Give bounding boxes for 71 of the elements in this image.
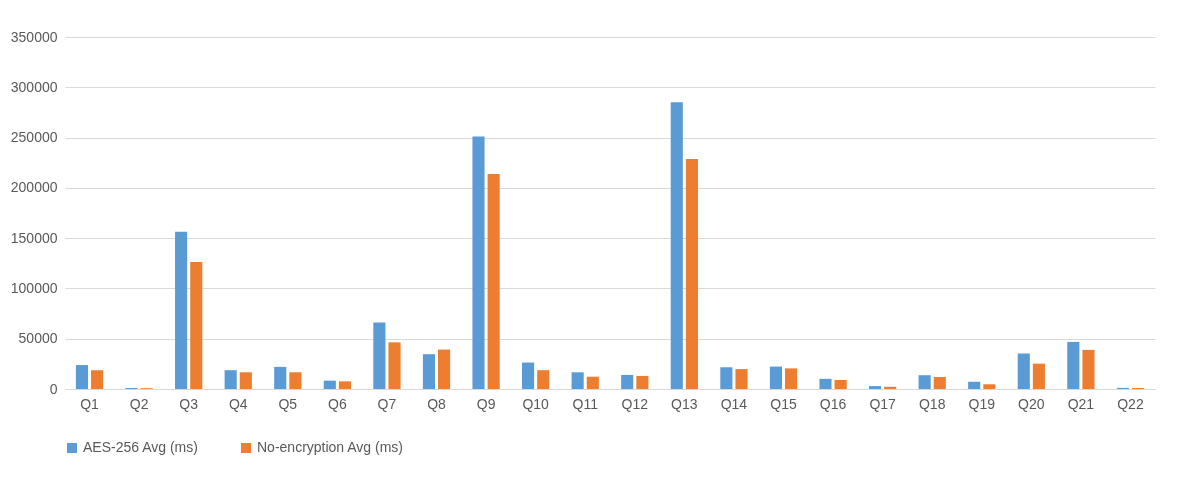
bar (373, 322, 386, 389)
x-tick-label: Q4 (228, 395, 248, 412)
bar (522, 362, 535, 389)
x-tick-label: Q1 (80, 395, 100, 412)
bar (621, 374, 634, 389)
x-tick-label: Q18 (918, 395, 946, 412)
bar (868, 386, 882, 389)
bar (75, 365, 89, 389)
x-tick-label: Q10 (522, 395, 550, 412)
bar (586, 376, 599, 389)
y-tick-label: 100000 (10, 279, 58, 296)
x-tick-label: Q19 (968, 395, 996, 412)
bar (323, 380, 336, 389)
x-tick-label: Q8 (427, 395, 447, 412)
x-tick-label: Q15 (770, 395, 797, 412)
x-tick-label: Q13 (671, 395, 698, 412)
bar (769, 366, 782, 389)
bar (1082, 349, 1095, 389)
bar (685, 158, 698, 389)
x-tick-label: Q3 (179, 395, 199, 412)
x-tick-label: Q21 (1067, 395, 1095, 412)
y-tick-label: 150000 (10, 229, 58, 246)
bar (289, 372, 302, 389)
bar (983, 384, 996, 389)
bar (720, 367, 733, 389)
bar (968, 381, 981, 389)
x-tick-label: Q12 (621, 395, 649, 412)
bar (1032, 363, 1045, 389)
y-tick-label: 300000 (10, 78, 58, 95)
x-tick-label: Q20 (1018, 395, 1045, 412)
bar (933, 377, 946, 389)
legend-label: No-encryption Avg (ms) (257, 439, 404, 455)
x-tick-label: Q6 (328, 395, 347, 412)
x-tick-label: Q9 (476, 395, 496, 412)
bar (175, 231, 188, 389)
bar (1017, 353, 1030, 389)
bar (819, 378, 832, 389)
bar (670, 102, 683, 389)
x-tick-label: Q17 (869, 395, 897, 412)
bar (422, 354, 435, 389)
bar (91, 370, 104, 389)
bar (338, 381, 352, 389)
x-tick-label: Q7 (377, 395, 397, 412)
bar (1067, 341, 1080, 389)
bar (537, 370, 550, 389)
bar (274, 366, 287, 389)
legend-label: AES-256 Avg (ms) (83, 439, 198, 455)
y-tick-label: 250000 (10, 129, 58, 146)
bar (636, 375, 649, 389)
x-tick-label: Q11 (572, 395, 599, 412)
bar (487, 174, 500, 389)
bar (571, 372, 584, 389)
bar (438, 349, 451, 389)
bar (239, 372, 252, 389)
x-tick-label: Q22 (1117, 395, 1144, 412)
y-tick-label: 350000 (10, 28, 58, 45)
y-tick-label: 0 (49, 380, 58, 397)
x-tick-label: Q5 (278, 395, 298, 412)
bar (785, 368, 798, 389)
bar (388, 342, 401, 389)
bar (735, 369, 748, 389)
x-tick-label: Q2 (129, 395, 149, 412)
bar (224, 370, 237, 389)
y-tick-label: 50000 (18, 330, 58, 347)
x-tick-label: Q16 (819, 395, 847, 412)
x-tick-label: Q14 (720, 395, 748, 412)
bar (834, 379, 847, 389)
bar (918, 375, 931, 389)
bar (472, 136, 485, 389)
y-tick-label: 200000 (10, 179, 58, 196)
bar (190, 262, 203, 389)
